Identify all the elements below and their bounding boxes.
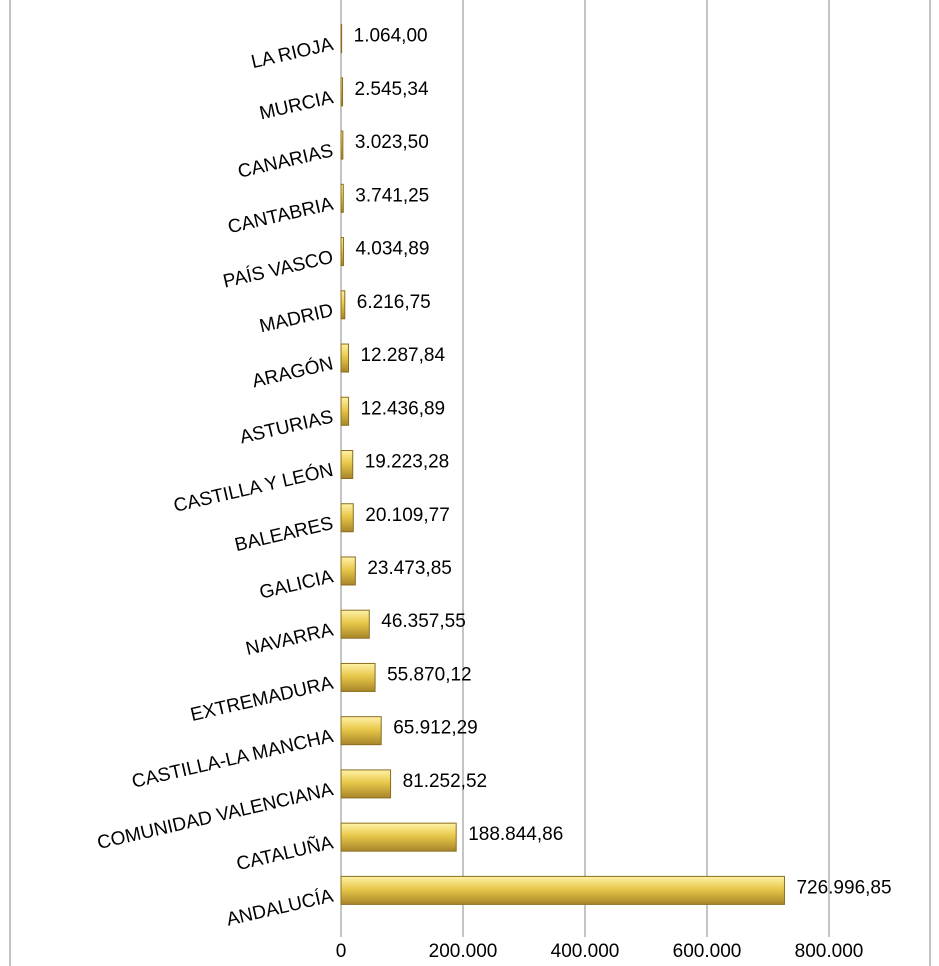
value-label: 46.357,55 [381, 611, 466, 632]
bar [340, 875, 785, 905]
y-tick-label: EXTREMADURA [189, 673, 336, 726]
y-tick-label: CANARIAS [236, 140, 335, 182]
y-tick-label: CASTILLA Y LEÓN [171, 459, 335, 517]
value-label: 12.287,84 [360, 345, 445, 366]
value-label: 19.223,28 [365, 452, 450, 473]
bar [340, 183, 344, 213]
y-tick-label: ASTURIAS [238, 407, 335, 449]
value-label: 726.996,85 [796, 877, 891, 898]
y-tick-label: CANTABRIA [226, 194, 336, 239]
value-label: 65.912,29 [393, 718, 478, 739]
value-label: 1.064,00 [354, 26, 428, 47]
bar [340, 450, 354, 479]
value-label: 12.436,89 [361, 398, 446, 419]
y-tick-label: GALICIA [257, 566, 335, 603]
bar [340, 822, 457, 852]
value-label: 55.870,12 [387, 664, 472, 685]
bar [340, 237, 344, 267]
bar [340, 343, 349, 373]
value-label: 20.109,77 [365, 505, 450, 526]
x-tick-label: 200.000 [429, 941, 498, 962]
x-tick-label: 0 [336, 941, 347, 962]
x-tick-label: 800.000 [795, 941, 864, 962]
value-label: 2.545,34 [355, 79, 429, 100]
y-tick-label: MADRID [257, 300, 335, 337]
value-label: 81.252,52 [403, 771, 488, 792]
bar [340, 716, 382, 746]
value-label: 3.741,25 [355, 185, 429, 206]
x-tick-label: 400.000 [551, 941, 620, 962]
y-tick-label: ANDALUCÍA [225, 886, 336, 931]
bar [340, 662, 376, 692]
bar [340, 769, 392, 799]
value-label: 3.023,50 [355, 132, 429, 153]
x-tick-label: 600.000 [673, 941, 742, 962]
y-tick-label: BALEARES [233, 513, 335, 556]
bar [340, 290, 346, 320]
bar [340, 396, 350, 426]
y-tick-label: NAVARRA [244, 619, 336, 660]
bar [340, 556, 356, 586]
y-tick-label: MURCIA [257, 87, 335, 124]
value-label: 188.844,86 [468, 824, 563, 845]
y-tick-label: PAÍS VASCO [221, 247, 335, 293]
y-tick-label: CATALUÑA [234, 831, 335, 875]
bar [340, 77, 344, 107]
y-tick-label: CASTILLA-LA MANCHA [130, 726, 336, 793]
value-label: 4.034,89 [355, 239, 429, 260]
y-tick-label: LA RIOJA [249, 34, 335, 73]
bar [340, 130, 344, 160]
value-label: 6.216,75 [357, 292, 431, 313]
bar [340, 503, 354, 533]
value-label: 23.473,85 [367, 558, 452, 579]
y-tick-label: ARAGÓN [250, 352, 335, 392]
bar [340, 24, 343, 54]
bar [340, 609, 370, 639]
